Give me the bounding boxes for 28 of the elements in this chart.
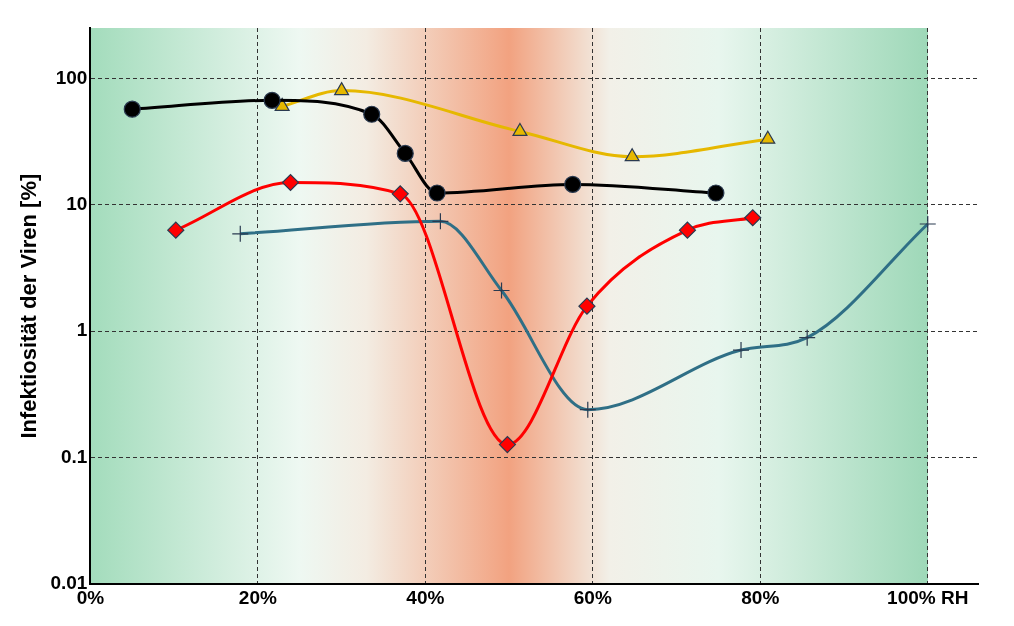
point [512, 122, 528, 137]
y-tick-label: 10 [66, 193, 88, 215]
point [123, 100, 141, 118]
x-tick-label: 40% [406, 586, 445, 608]
point [334, 81, 350, 96]
y-tick-label: 100 [55, 66, 88, 88]
x-tick-label: 100% RH [887, 586, 969, 608]
y-axis-title: Infektiosität der Viren [%] [16, 173, 42, 439]
point [578, 297, 596, 315]
x-tick-label: 80% [741, 586, 780, 608]
point [428, 184, 446, 202]
point [396, 144, 414, 162]
point [391, 185, 409, 203]
point [167, 221, 185, 239]
point [678, 221, 697, 239]
point [498, 436, 516, 454]
point [263, 91, 281, 109]
point [624, 148, 640, 162]
point [363, 105, 381, 123]
y-tick-label: 1 [76, 319, 88, 341]
point [707, 184, 725, 202]
point [744, 209, 762, 227]
y-tick-label: 0.1 [60, 445, 88, 467]
point [564, 175, 582, 193]
x-tick-label: 20% [238, 586, 277, 608]
x-tick-label: 60% [573, 586, 612, 608]
point [281, 173, 300, 192]
point [760, 130, 776, 144]
